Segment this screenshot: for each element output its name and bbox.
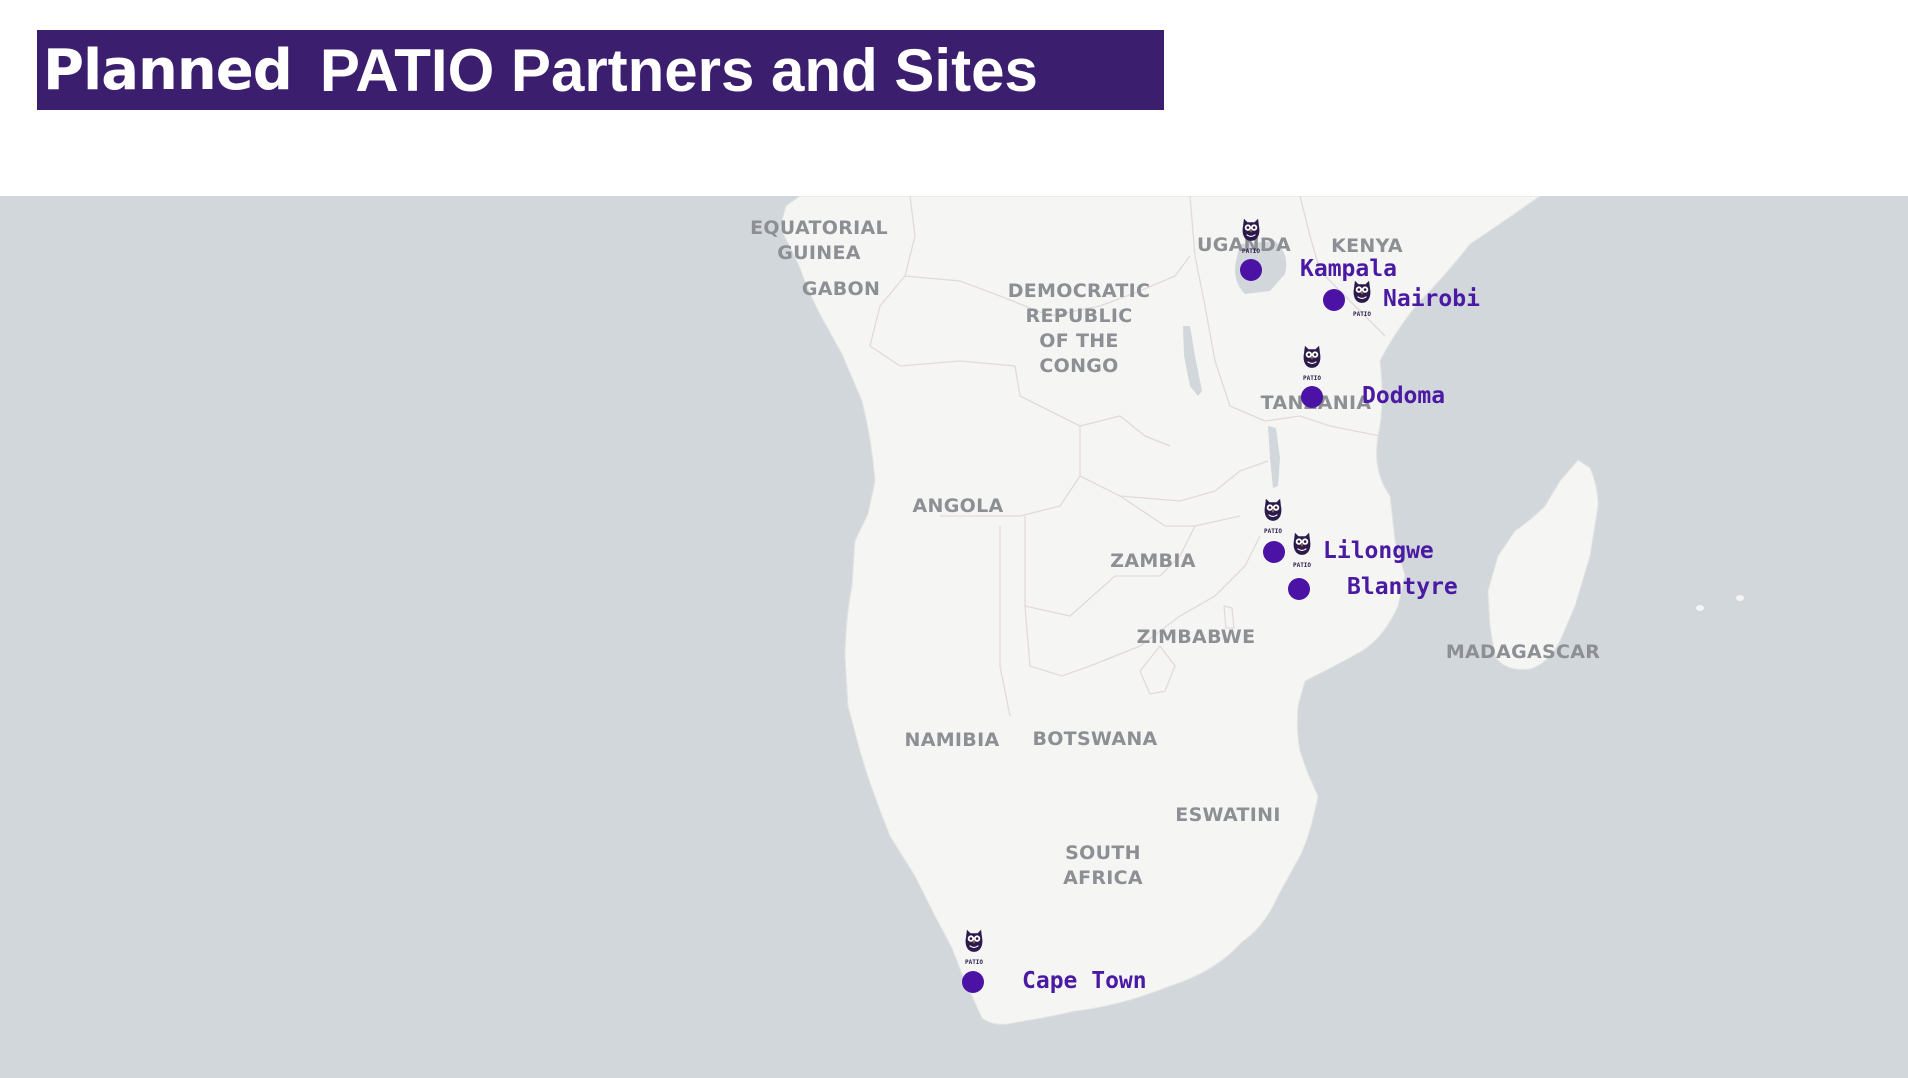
country-label-angola: ANGOLA xyxy=(913,495,1004,517)
title-bar: Planned PATIO Partners and Sites xyxy=(37,30,1164,110)
site-nairobi[interactable]: PATIO Nairobi xyxy=(1323,280,1480,318)
country-label-south-africa: AFRICA xyxy=(1063,867,1143,889)
site-dodoma[interactable]: PATIO Dodoma xyxy=(1301,345,1445,409)
country-label-botswana: BOTSWANA xyxy=(1032,728,1157,750)
country-label-drc: REPUBLIC xyxy=(1026,305,1133,327)
country-label-namibia: NAMIBIA xyxy=(905,729,1000,751)
site-lilongwe[interactable]: PATIO Lilongwe xyxy=(1263,498,1434,564)
patio-logo-text: PATIO xyxy=(1353,311,1371,318)
site-kampala[interactable]: PATIO Kampala xyxy=(1240,218,1397,282)
site-marker[interactable] xyxy=(1301,386,1323,408)
patio-logo-text: PATIO xyxy=(1293,562,1311,569)
page-title: PATIO Partners and Sites xyxy=(319,36,1038,104)
country-label-eswatini: ESWATINI xyxy=(1175,804,1280,826)
comoros-island xyxy=(1696,605,1704,611)
site-label-nairobi: Nairobi xyxy=(1383,286,1480,312)
patio-logo-text: PATIO xyxy=(1303,375,1321,382)
lake-malawi xyxy=(1268,426,1280,488)
site-marker[interactable] xyxy=(1240,259,1262,281)
country-label-equatorial-guinea: EQUATORIAL xyxy=(750,217,888,239)
country-label-drc: CONGO xyxy=(1039,355,1118,377)
africa-landmass xyxy=(779,196,1541,1025)
country-borders xyxy=(869,196,1386,717)
site-cape-town[interactable]: PATIO Cape Town xyxy=(962,929,1147,994)
country-label-zimbabwe: ZIMBABWE xyxy=(1137,626,1256,648)
site-marker[interactable] xyxy=(1288,578,1310,600)
country-label-madagascar: MADAGASCAR xyxy=(1446,641,1600,663)
patio-logo-text: PATIO xyxy=(1264,528,1282,535)
site-label-dodoma: Dodoma xyxy=(1362,383,1445,409)
madagascar-island xyxy=(1487,459,1599,670)
title-planned: Planned xyxy=(43,37,293,103)
site-label-cape-town: Cape Town xyxy=(1022,968,1147,994)
site-label-lilongwe: Lilongwe xyxy=(1323,538,1434,564)
map[interactable]: EQUATORIAL GUINEA GABON DEMOCRATIC REPUB… xyxy=(0,196,1908,1078)
reunion-island xyxy=(1736,595,1744,601)
country-label-equatorial-guinea: GUINEA xyxy=(777,242,860,264)
country-label-kenya: KENYA xyxy=(1331,235,1403,257)
lake-tanganyika xyxy=(1183,326,1202,396)
country-label-gabon: GABON xyxy=(802,278,880,300)
country-label-south-africa: SOUTH xyxy=(1065,842,1141,864)
site-marker[interactable] xyxy=(1323,289,1345,311)
site-marker[interactable] xyxy=(962,971,984,993)
country-label-uganda: UGANDA xyxy=(1197,234,1291,256)
site-label-kampala: Kampala xyxy=(1300,256,1397,282)
country-label-drc: OF THE xyxy=(1039,330,1118,352)
country-labels: EQUATORIAL GUINEA GABON DEMOCRATIC REPUB… xyxy=(750,217,1600,889)
country-label-zambia: ZAMBIA xyxy=(1110,550,1195,572)
patio-logo-text: PATIO xyxy=(965,959,983,966)
site-label-blantyre: Blantyre xyxy=(1347,574,1458,600)
site-marker[interactable] xyxy=(1263,541,1285,563)
country-label-drc: DEMOCRATIC xyxy=(1008,280,1151,302)
patio-logo-text: PATIO xyxy=(1242,248,1260,255)
site-blantyre[interactable]: PATIO Blantyre xyxy=(1288,532,1458,600)
